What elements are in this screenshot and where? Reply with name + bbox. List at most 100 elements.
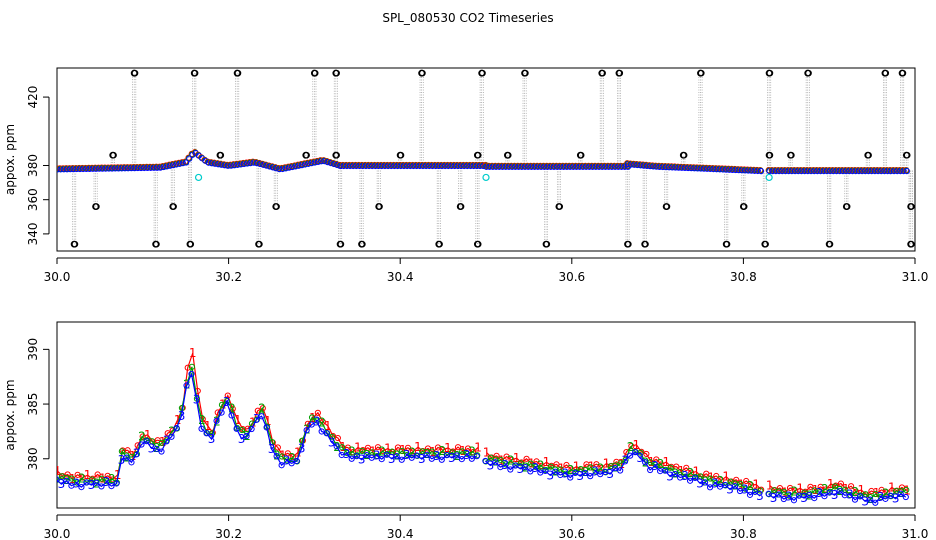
series-point — [429, 448, 436, 455]
series-point — [443, 452, 450, 459]
series-point-label: 1 — [558, 462, 566, 476]
x-tick-label: 30.4 — [387, 527, 414, 540]
spike-marker — [333, 151, 340, 159]
series-point — [837, 480, 845, 487]
series-point-label: 3 — [253, 412, 261, 426]
series-point — [736, 487, 744, 495]
baseline-segment — [765, 167, 910, 175]
series-point — [737, 480, 744, 488]
series-point — [98, 475, 105, 482]
series-point — [867, 496, 874, 503]
series-point — [458, 455, 465, 463]
series-point-label: 3 — [756, 489, 764, 503]
series-point-label: 3 — [785, 490, 793, 504]
series-point-label: 3 — [193, 393, 201, 407]
plot-frame — [56, 321, 916, 509]
series-point-label: 3 — [403, 448, 411, 462]
series-point — [683, 464, 690, 471]
series-point — [836, 487, 843, 495]
series-point-label: 3 — [666, 470, 674, 484]
series-point — [597, 471, 604, 478]
series-point-label: 1 — [279, 449, 287, 463]
series-point — [553, 461, 560, 468]
baseline-marker — [324, 159, 331, 166]
series-point — [492, 459, 499, 466]
series-point — [383, 451, 390, 458]
series-point — [770, 487, 778, 494]
spike-marker — [419, 69, 426, 77]
series-point-label: 3 — [388, 452, 396, 466]
spike-marker — [474, 151, 482, 159]
series-point-label: 3 — [433, 449, 441, 463]
series-point — [333, 443, 340, 450]
series-point-label: 3 — [358, 453, 366, 467]
series-point — [89, 475, 96, 482]
spike-marker — [740, 203, 748, 210]
spike-marker — [457, 203, 465, 210]
series-point — [139, 433, 146, 440]
series-point-label: 1 — [543, 455, 551, 469]
spike-marker — [110, 151, 117, 159]
series-point-label: 1 — [369, 444, 377, 458]
series-point-label: 2 — [537, 458, 545, 472]
spike-marker — [376, 203, 383, 210]
spike-marker — [908, 203, 915, 210]
series-point — [582, 469, 589, 477]
series-point — [676, 474, 684, 481]
baseline-marker — [260, 161, 267, 168]
series-point — [831, 483, 839, 490]
y-tick-label: 420 — [26, 86, 40, 109]
series-point — [419, 448, 426, 455]
series-point-label: 1 — [662, 455, 670, 469]
x-tick-label: 30.6 — [558, 527, 585, 540]
spike-marker — [882, 69, 890, 77]
series-point — [94, 471, 101, 478]
series-point — [617, 467, 624, 474]
series-point-label: 1 — [573, 460, 581, 474]
series-point-label: 3 — [487, 459, 495, 473]
series-point — [248, 425, 255, 433]
series-point — [587, 464, 594, 471]
series-point-label: 2 — [687, 466, 695, 480]
series-point — [459, 448, 466, 455]
series-point — [572, 469, 579, 477]
series-point-label: 2 — [627, 440, 635, 454]
series-point-label: 2 — [273, 448, 281, 462]
x-tick-label: 30.4 — [387, 270, 414, 284]
series-point — [353, 453, 360, 460]
series-point-label: 1 — [677, 464, 685, 478]
spike-marker — [256, 240, 263, 248]
series-point-label: 2 — [775, 487, 783, 501]
spike-marker — [303, 151, 310, 159]
series-point-label: 1 — [796, 481, 804, 495]
baseline-marker — [266, 163, 273, 170]
series-point-label: 2 — [138, 430, 146, 444]
series-point — [278, 462, 285, 469]
series-point — [887, 492, 894, 499]
series-point-label: 2 — [258, 401, 266, 415]
series-point — [643, 450, 650, 458]
series-point — [686, 477, 694, 484]
series-point-label: 1 — [54, 464, 62, 478]
spike-marker — [762, 240, 769, 248]
series-point — [622, 456, 629, 463]
series-point — [671, 470, 679, 478]
series-point — [273, 453, 280, 460]
series-point — [552, 468, 559, 475]
baseline-marker — [903, 168, 910, 175]
series-point-label: 1 — [399, 443, 407, 457]
spike-marker — [865, 151, 872, 159]
spike-marker — [170, 203, 177, 210]
series-point-label: 3 — [877, 490, 885, 504]
series-point — [612, 465, 619, 472]
series-point — [389, 448, 396, 455]
spike-marker — [616, 69, 624, 77]
series-point — [697, 473, 704, 480]
y-axis: 380 385 390 — [26, 338, 50, 470]
series-point-label: 1 — [354, 440, 362, 454]
series-point — [404, 444, 412, 451]
spike-marker — [234, 69, 242, 77]
series-point — [78, 484, 85, 491]
series-point — [438, 456, 445, 463]
